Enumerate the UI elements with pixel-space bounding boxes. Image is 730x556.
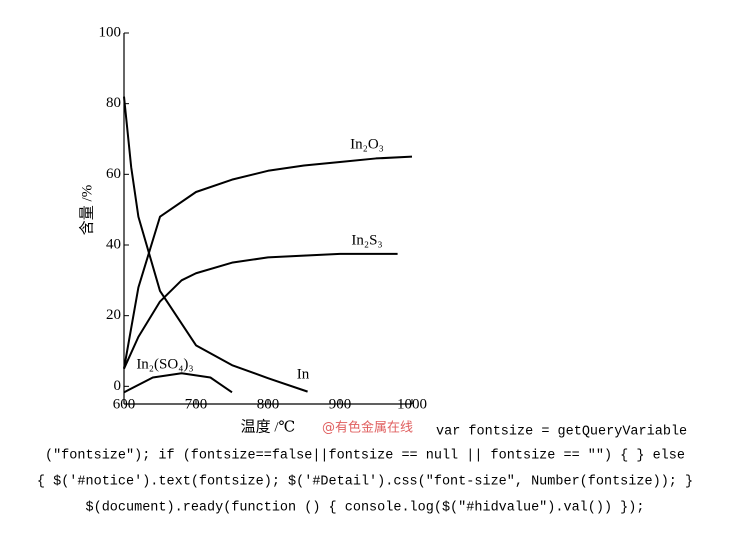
line-series bbox=[123, 372, 233, 394]
y-tick-label: 100 bbox=[99, 24, 122, 40]
x-tick-label: 600 bbox=[113, 396, 136, 412]
y-axis-label: 含量 /% bbox=[78, 185, 95, 235]
x-tick-label: 700 bbox=[185, 396, 208, 412]
series-label: In₂(SO₄)₃ bbox=[136, 356, 193, 372]
line-series bbox=[123, 252, 398, 370]
code-line: $(document).ready(function () { console.… bbox=[86, 501, 645, 516]
y-tick-label: 40 bbox=[106, 236, 121, 252]
series-label: In bbox=[297, 366, 310, 382]
code-line: ("fontsize"); if (fontsize==false||fonts… bbox=[45, 449, 685, 464]
y-tick-label: 80 bbox=[106, 95, 121, 111]
y-tick-label: 0 bbox=[114, 378, 122, 394]
code-line: var fontsize = getQueryVariable bbox=[436, 425, 687, 440]
x-tick-label: 800 bbox=[257, 396, 280, 412]
watermark: @有色金属在线 bbox=[322, 420, 413, 436]
line-series bbox=[123, 155, 413, 369]
series-label: In₂S₃ bbox=[351, 232, 382, 248]
series-label: In₂O₃ bbox=[350, 136, 384, 152]
x-tick-label: 1000 bbox=[397, 396, 427, 412]
y-tick-label: 60 bbox=[106, 166, 121, 182]
code-line: { $('#notice').text(fontsize); $('#Detai… bbox=[37, 475, 693, 490]
y-tick-label: 20 bbox=[106, 307, 121, 323]
line-series bbox=[123, 96, 308, 393]
x-axis-label: 温度 /℃ bbox=[241, 418, 296, 435]
x-tick-label: 900 bbox=[329, 396, 352, 412]
